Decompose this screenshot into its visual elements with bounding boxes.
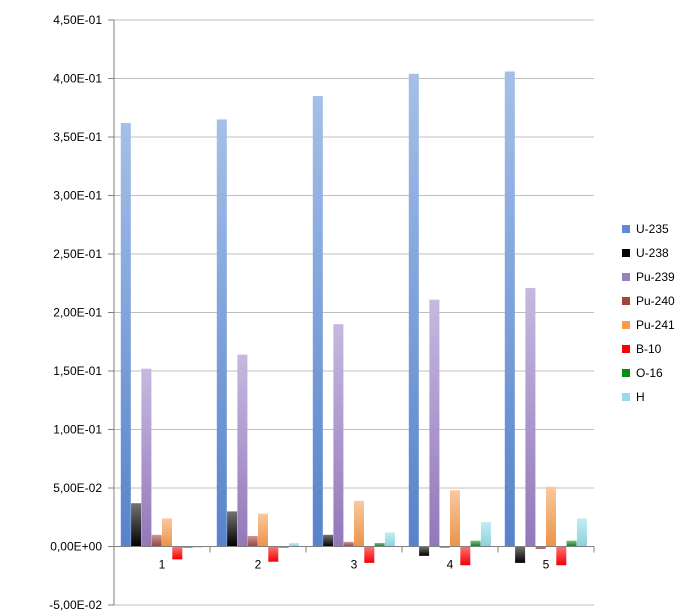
bar-o-16-5: [566, 540, 577, 547]
y-tick-label: 5,00E-02: [53, 481, 102, 495]
legend-label-o-16: O-16: [636, 366, 663, 380]
legend-label-u-238: U-238: [636, 246, 669, 260]
legend-swatch-pu-240: [622, 297, 630, 305]
x-tick-label: 2: [255, 558, 262, 572]
x-tick-label: 3: [351, 558, 358, 572]
bar-h-3: [384, 532, 395, 547]
bar-b-10-2: [268, 546, 279, 562]
bar-pu-240-2: [247, 535, 258, 547]
bar-o-16-1: [182, 546, 193, 548]
bar-u-235-3: [312, 96, 323, 547]
y-tick-label: -5,00E-02: [49, 598, 102, 612]
y-tick-label: 4,50E-01: [53, 13, 102, 27]
y-tick-label: 4,00E-01: [53, 72, 102, 86]
bar-pu-240-1: [151, 534, 162, 547]
bar-u-238-5: [515, 546, 526, 563]
y-tick-label: 3,00E-01: [53, 189, 102, 203]
bar-pu-240-3: [343, 541, 354, 547]
bar-pu-240-4: [439, 546, 450, 548]
bar-u-238-4: [419, 546, 430, 556]
bar-pu-239-5: [525, 287, 536, 547]
x-tick-label: 4: [447, 558, 454, 572]
y-tick-label: 0,00E+00: [50, 540, 102, 554]
bar-u-235-1: [120, 122, 131, 547]
bar-o-16-4: [470, 540, 481, 547]
legend: U-235 U-238 Pu-239 Pu-240 Pu-241 B-10 O-16 H: [622, 222, 675, 404]
bar-pu-240-5: [535, 546, 546, 549]
bar-pu-239-4: [429, 299, 440, 547]
bar-pu-241-1: [162, 518, 172, 547]
legend-swatch-u-235: [622, 225, 630, 233]
bar-o-16-2: [278, 546, 289, 548]
bar-u-238-1: [131, 503, 142, 547]
legend-label-pu-241: Pu-241: [636, 318, 675, 332]
legend-label-pu-239: Pu-239: [636, 270, 675, 284]
bars: [120, 71, 587, 566]
bar-u-235-4: [408, 73, 419, 547]
bar-b-10-4: [460, 546, 471, 566]
bar-u-235-2: [216, 119, 227, 547]
bar-pu-241-3: [354, 500, 364, 547]
bar-pu-239-3: [333, 324, 344, 547]
legend-label-u-235: U-235: [636, 222, 669, 236]
bar-pu-241-2: [258, 513, 268, 547]
bar-b-10-1: [172, 546, 183, 560]
y-tick-label: 2,00E-01: [53, 306, 102, 320]
legend-label-pu-240: Pu-240: [636, 294, 675, 308]
bar-u-235-5: [504, 71, 515, 547]
bar-b-10-3: [364, 546, 375, 563]
bar-b-10-5: [556, 546, 567, 566]
x-tick-label: 1: [159, 558, 166, 572]
legend-swatch-b-10: [622, 345, 630, 353]
y-tick-label: 1,00E-01: [53, 423, 102, 437]
x-tick-label: 5: [543, 558, 550, 572]
y-tick-label: 1,50E-01: [53, 364, 102, 378]
bar-h-4: [480, 521, 491, 547]
y-tick-label: 3,50E-01: [53, 130, 102, 144]
bar-pu-241-4: [450, 490, 460, 547]
axes: -5,00E-02 0,00E+00 5,00E-02 1,00E-01 1,50E-0…: [49, 13, 595, 612]
bar-u-238-3: [323, 534, 334, 547]
legend-swatch-h: [622, 393, 630, 401]
legend-label-h: H: [636, 390, 645, 404]
y-tick-label: 2,50E-01: [53, 247, 102, 261]
bar-h-2: [288, 542, 299, 547]
legend-label-b-10: B-10: [636, 342, 662, 356]
bar-pu-239-1: [141, 368, 152, 547]
legend-swatch-o-16: [622, 369, 630, 377]
bar-pu-241-5: [546, 486, 556, 547]
bar-u-238-2: [227, 511, 238, 547]
bar-o-16-3: [374, 542, 385, 547]
bar-pu-239-2: [237, 354, 248, 547]
legend-swatch-pu-241: [622, 321, 630, 329]
legend-swatch-u-238: [622, 249, 630, 257]
bar-h-5: [576, 518, 587, 547]
legend-swatch-pu-239: [622, 273, 630, 281]
